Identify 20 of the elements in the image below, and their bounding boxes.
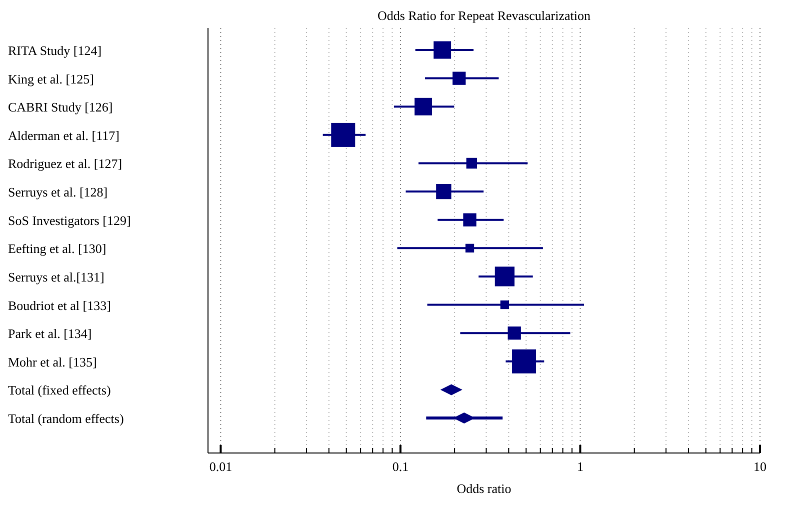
y-tick-label: Park et al. [134] xyxy=(8,326,92,342)
x-axis-title: Odds ratio xyxy=(456,481,512,496)
y-tick-label: Serruys et al.[131] xyxy=(8,269,104,284)
x-tick-label: 0.1 xyxy=(392,459,409,474)
y-tick-label: Total (fixed effects) xyxy=(8,382,111,398)
y-tick-label: SoS Investigators [129] xyxy=(8,212,131,228)
y-tick-label: King et al. [125] xyxy=(8,71,94,86)
y-tick-label: Boudriot et al [133] xyxy=(8,298,111,313)
y-tick-label: CABRI Study [126] xyxy=(8,100,113,115)
y-tick-label: Eefting et al. [130] xyxy=(8,241,106,256)
y-tick-label: Rodriguez et al. [127] xyxy=(8,156,122,172)
y-tick-label: Total (random effects) xyxy=(8,411,124,426)
x-tick-label: 0.01 xyxy=(209,459,232,474)
y-tick-label: Alderman et al. [117] xyxy=(8,128,120,143)
x-tick-label: 10 xyxy=(754,459,766,474)
x-tick-label: 1 xyxy=(576,459,584,474)
y-tick-label: RITA Study [124] xyxy=(8,43,102,58)
y-tick-label: Mohr et al. [135] xyxy=(8,354,97,370)
y-tick-label: Serruys et al. [128] xyxy=(8,184,108,200)
chart-title: Odds Ratio for Repeat Revascularization xyxy=(378,8,591,23)
